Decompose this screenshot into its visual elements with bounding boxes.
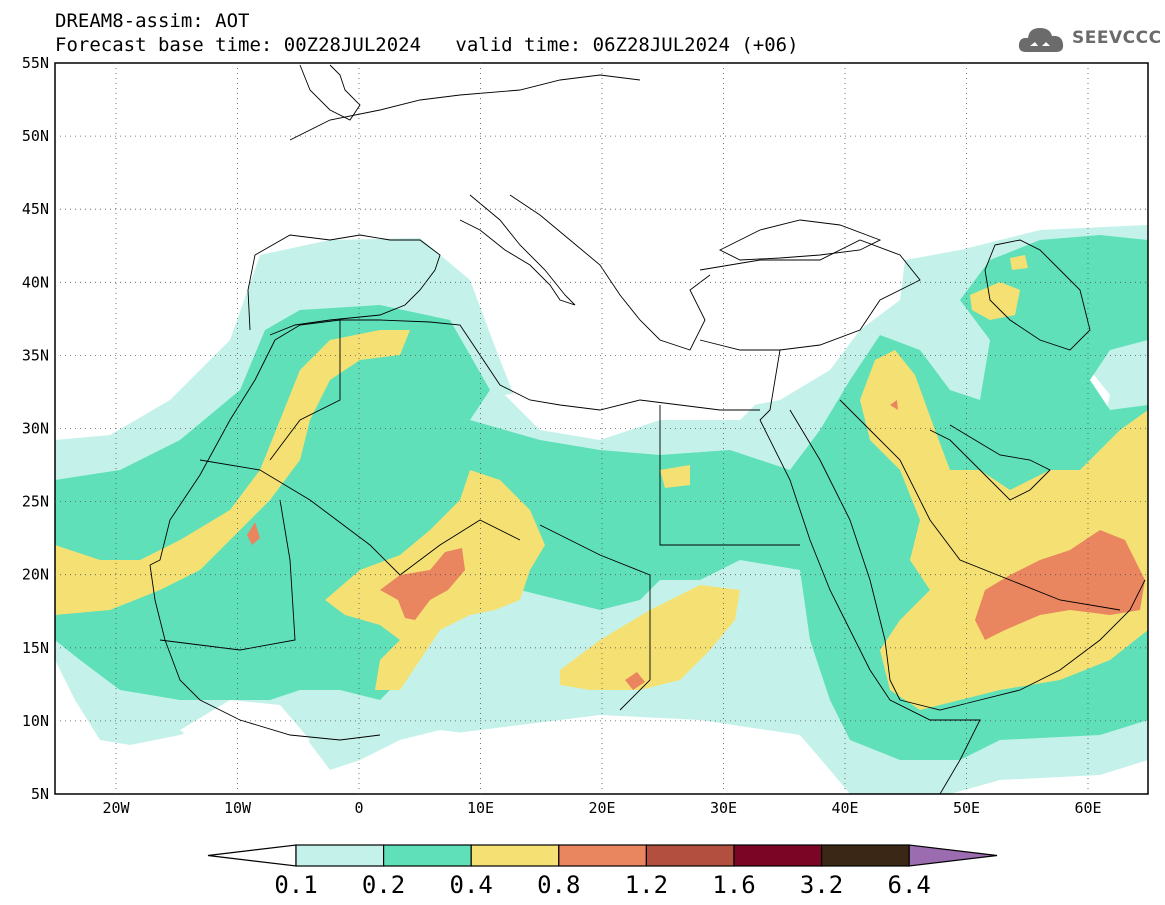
aot-band-0.4-libya xyxy=(660,465,690,488)
cloud-icon xyxy=(1018,28,1064,52)
lat-label: 30N xyxy=(22,420,49,438)
lat-label: 20N xyxy=(22,566,49,584)
aot-contour-layer xyxy=(55,225,1148,794)
red-sea-east xyxy=(789,409,901,701)
colorbar-segment xyxy=(733,844,823,867)
lat-label: 35N xyxy=(22,346,49,364)
europe-north xyxy=(289,74,641,141)
lon-label: 60E xyxy=(1074,799,1101,817)
sahara-border-4 xyxy=(159,499,296,651)
colorbar-labels: 0.1 0.2 0.4 0.8 1.2 1.6 3.2 6.4 xyxy=(274,871,931,899)
lon-label: 30E xyxy=(710,799,737,817)
lat-label: 55N xyxy=(22,54,49,72)
balkans-coast xyxy=(509,194,711,351)
colorbar-segment xyxy=(558,844,647,867)
lon-label: 20W xyxy=(102,799,130,817)
aot-band-0.4-caspian xyxy=(970,282,1020,320)
colorbar-segment xyxy=(820,844,910,867)
aot-low-area-centralafrica xyxy=(420,725,830,794)
lat-label: 40N xyxy=(22,273,49,291)
aot-band-0.8-oman xyxy=(975,530,1145,640)
arabia-south-coast xyxy=(899,579,1146,711)
aot-band-0.8-iraq xyxy=(890,400,898,410)
sahara-border-5 xyxy=(269,320,341,461)
latitude-labels: 55N 50N 45N 40N 35N 30N 25N 20N 15N 10N 5N xyxy=(22,54,49,803)
north-africa-coast xyxy=(149,319,760,566)
colorbar-label: 0.1 xyxy=(274,871,317,899)
black-sea-coast xyxy=(718,219,882,261)
forecast-time-line: Forecast base time: 00Z28JUL2024 valid t… xyxy=(55,34,799,56)
colorbar-segment xyxy=(295,844,385,867)
turkey-coast xyxy=(699,239,921,351)
gridlines xyxy=(55,63,1148,794)
base-time-label: Forecast base time: 00Z28JUL2024 xyxy=(55,34,422,56)
lat-label: 5N xyxy=(31,785,49,803)
sahara-border-1 xyxy=(199,459,521,576)
iberia-coast xyxy=(247,234,441,336)
aot-low-area-sahara xyxy=(505,385,760,440)
aot-band-0.8-chad xyxy=(625,672,645,690)
colorbar-label: 1.2 xyxy=(625,871,668,899)
west-africa-coast xyxy=(149,564,381,741)
coastline-layer xyxy=(149,64,1146,794)
horn-of-africa-coast xyxy=(869,669,981,794)
seevccc-logo xyxy=(1016,20,1156,60)
colorbar-label: 3.2 xyxy=(800,871,843,899)
lat-label: 15N xyxy=(22,639,49,657)
colorbar-max-arrow xyxy=(908,844,998,867)
aot-band-0.4-caspian-north xyxy=(1010,255,1028,270)
colorbar-label: 0.8 xyxy=(537,871,580,899)
lon-label: 10W xyxy=(224,799,252,817)
colorbar-label: 6.4 xyxy=(888,871,931,899)
lon-label: 10E xyxy=(467,799,494,817)
colorbar-segment xyxy=(470,844,560,867)
colorbar-segment xyxy=(645,844,735,867)
lat-label: 45N xyxy=(22,200,49,218)
lon-label: 40E xyxy=(831,799,858,817)
lon-label: 20E xyxy=(588,799,615,817)
valid-time-label: valid time: 06Z28JUL2024 (+06) xyxy=(455,34,799,56)
aot-band-0.4-west xyxy=(55,330,410,615)
longitude-labels: 20W 10W 0 10E 20E 30E 40E 50E 60E xyxy=(102,799,1101,817)
aot-band-0.8-mauritania xyxy=(247,522,260,545)
arabia-border xyxy=(839,399,1121,611)
aot-low-area-westafrica xyxy=(180,700,310,765)
logo-text: SEEVCCC xyxy=(1072,28,1162,48)
lon-label: 0 xyxy=(354,799,363,817)
map-title: DREAM8-assim: AOT xyxy=(55,10,250,32)
aot-band-0.8-niger xyxy=(380,548,465,620)
sahara-border-2 xyxy=(659,405,800,546)
aot-band-0.4-arabia xyxy=(860,350,1148,710)
lat-label: 50N xyxy=(22,127,49,145)
lon-label: 50E xyxy=(953,799,980,817)
lat-label: 25N xyxy=(22,493,49,511)
colorbar-segment xyxy=(383,844,472,867)
lat-label: 10N xyxy=(22,712,49,730)
colorbar xyxy=(207,844,998,867)
italy-coast xyxy=(459,194,576,306)
colorbar-min-arrow xyxy=(207,844,297,867)
colorbar-label: 1.6 xyxy=(712,871,755,899)
colorbar-label: 0.2 xyxy=(362,871,405,899)
persian-gulf-coast xyxy=(929,424,1051,501)
uk-outline xyxy=(299,64,361,121)
caspian-coast xyxy=(984,239,1091,351)
colorbar-label: 0.4 xyxy=(450,871,493,899)
levant-coast xyxy=(759,349,781,421)
red-sea-west xyxy=(759,419,871,671)
